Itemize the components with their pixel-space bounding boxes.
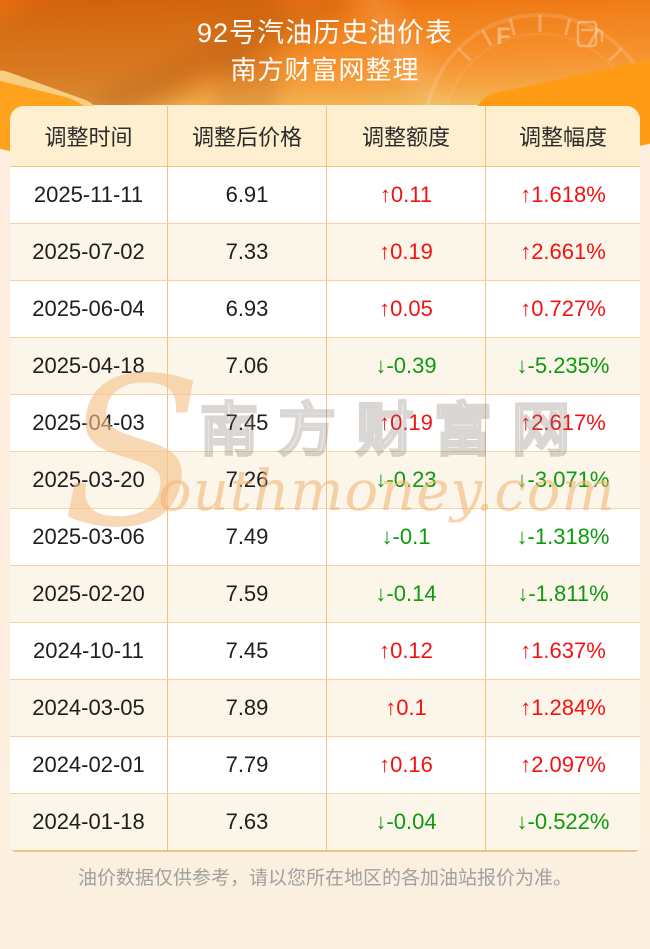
table-row: 2025-03-20 7.26 ↓-0.23 ↓-3.071%	[10, 452, 640, 509]
cell-adjust-date: 2024-10-11	[10, 623, 168, 679]
table-body: 2025-11-11 6.91 ↑0.11 ↑1.618% 2025-07-02…	[10, 167, 640, 852]
cell-adjust-date: 2025-03-06	[10, 509, 168, 565]
cell-adjust-date: 2025-11-11	[10, 167, 168, 223]
price-history-table: 调整时间 调整后价格 调整额度 调整幅度 2025-11-11 6.91 ↑0.…	[10, 106, 640, 852]
cell-change-percent: ↑2.661%	[520, 239, 606, 264]
table-row: 2024-02-01 7.79 ↑0.16 ↑2.097%	[10, 737, 640, 794]
cell-change-percent: ↓-5.235%	[516, 353, 610, 378]
cell-change-amount: ↓-0.14	[327, 566, 486, 622]
cell-adjusted-price: 7.63	[168, 794, 327, 850]
cell-change-amount: ↑0.16	[327, 737, 486, 793]
banner: F 92号汽油历史油价表 南方财富网整理	[0, 0, 650, 105]
cell-adjust-date: 2025-03-20	[10, 452, 168, 508]
cell-change-percent: ↑0.727%	[520, 296, 606, 321]
cell-change-percent: ↓-1.811%	[517, 581, 609, 606]
cell-change-amount: ↓-0.1	[327, 509, 486, 565]
cell-change-amount: ↓-0.39	[327, 338, 486, 394]
cell-change-amount: ↑0.19	[327, 224, 486, 280]
cell-adjust-date: 2025-06-04	[10, 281, 168, 337]
table-row: 2024-03-05 7.89 ↑0.1 ↑1.284%	[10, 680, 640, 737]
cell-adjusted-price: 7.26	[168, 452, 327, 508]
cell-adjusted-price: 7.89	[168, 680, 327, 736]
cell-change-percent: ↑1.637%	[520, 638, 606, 663]
header-change-percent: 调整幅度	[518, 125, 607, 150]
cell-change-percent: ↓-0.522%	[516, 809, 610, 834]
cell-adjusted-price: 7.49	[168, 509, 327, 565]
table-row: 2025-07-02 7.33 ↑0.19 ↑2.661%	[10, 224, 640, 281]
cell-adjusted-price: 7.45	[168, 623, 327, 679]
footer-disclaimer: 油价数据仅供参考，请以您所在地区的各加油站报价为准。	[77, 868, 572, 889]
cell-adjusted-price: 6.91	[168, 167, 327, 223]
page-subtitle: 南方财富网整理	[230, 55, 420, 85]
cell-change-amount: ↑0.1	[327, 680, 486, 736]
page-title: 92号汽油历史油价表	[196, 18, 454, 48]
cell-change-percent: ↑1.284%	[520, 695, 606, 720]
cell-change-percent: ↑2.617%	[520, 410, 606, 435]
cell-change-amount: ↓-0.04	[327, 794, 486, 850]
table-row: 2025-04-03 7.45 ↑0.19 ↑2.617%	[10, 395, 640, 452]
cell-adjusted-price: 7.59	[168, 566, 327, 622]
table-row: 2025-11-11 6.91 ↑0.11 ↑1.618%	[10, 167, 640, 224]
table-header-row: 调整时间 调整后价格 调整额度 调整幅度	[10, 106, 640, 167]
cell-adjust-date: 2024-01-18	[10, 794, 168, 850]
table-row: 2025-06-04 6.93 ↑0.05 ↑0.727%	[10, 281, 640, 338]
fuel-pump-icon	[576, 20, 604, 48]
cell-adjusted-price: 7.06	[168, 338, 327, 394]
header-adjusted-price: 调整后价格	[168, 106, 327, 166]
header-adjust-date: 调整时间	[10, 106, 168, 166]
cell-adjust-date: 2025-04-18	[10, 338, 168, 394]
cell-change-percent: ↑2.097%	[520, 752, 606, 777]
cell-change-amount: ↑0.05	[327, 281, 486, 337]
cell-change-amount: ↑0.11	[327, 167, 486, 223]
table-row: 2024-10-11 7.45 ↑0.12 ↑1.637%	[10, 623, 640, 680]
cell-adjust-date: 2024-02-01	[10, 737, 168, 793]
cell-change-percent: ↑1.618%	[520, 182, 606, 207]
cell-adjusted-price: 7.45	[168, 395, 327, 451]
cell-adjust-date: 2024-03-05	[10, 680, 168, 736]
cell-adjust-date: 2025-07-02	[10, 224, 168, 280]
header-change-amount: 调整额度	[327, 106, 486, 166]
cell-adjust-date: 2025-04-03	[10, 395, 168, 451]
cell-adjust-date: 2025-02-20	[10, 566, 168, 622]
cell-adjusted-price: 7.79	[168, 737, 327, 793]
table-row: 2025-03-06 7.49 ↓-0.1 ↓-1.318%	[10, 509, 640, 566]
cell-adjusted-price: 6.93	[168, 281, 327, 337]
cell-change-amount: ↑0.19	[327, 395, 486, 451]
gauge-full-label: F	[496, 23, 511, 50]
table-row: 2025-04-18 7.06 ↓-0.39 ↓-5.235%	[10, 338, 640, 395]
cell-change-percent: ↓-3.071%	[516, 467, 610, 492]
cell-adjusted-price: 7.33	[168, 224, 327, 280]
table-row: 2024-01-18 7.63 ↓-0.04 ↓-0.522%	[10, 794, 640, 852]
table-row: 2025-02-20 7.59 ↓-0.14 ↓-1.811%	[10, 566, 640, 623]
cell-change-amount: ↓-0.23	[327, 452, 486, 508]
cell-change-percent: ↓-1.318%	[516, 524, 610, 549]
cell-change-amount: ↑0.12	[327, 623, 486, 679]
